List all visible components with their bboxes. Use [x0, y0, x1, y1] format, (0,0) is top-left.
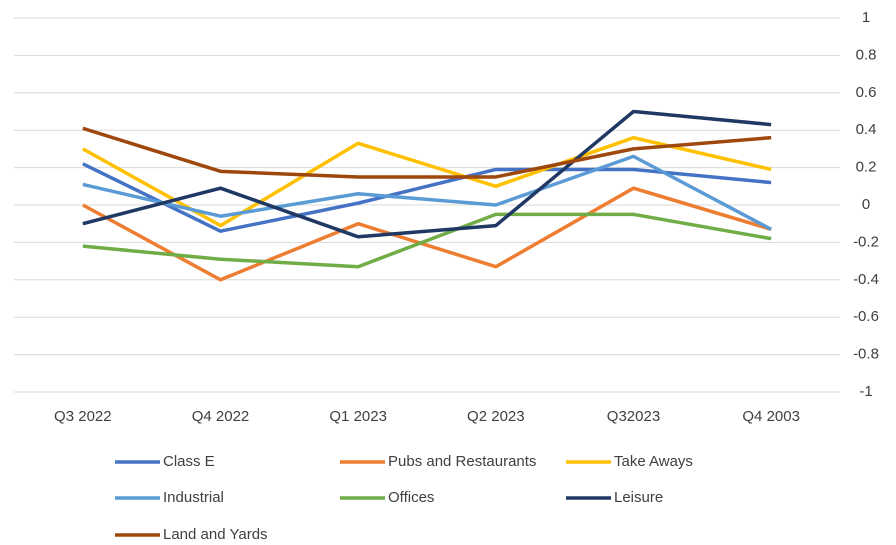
- legend-label: Take Aways: [614, 453, 693, 470]
- legend-label: Industrial: [163, 489, 224, 506]
- x-tick-label: Q3 2022: [54, 408, 112, 425]
- legend-label: Offices: [388, 489, 434, 506]
- y-tick-label: 1: [862, 9, 870, 26]
- series-line: [82, 212, 772, 269]
- legend-label: Land and Yards: [163, 526, 268, 543]
- x-tick-label: Q2 2023: [467, 408, 525, 425]
- series-line: [81, 135, 772, 228]
- legend-label: Class E: [163, 453, 215, 470]
- y-tick-label: -0.2: [853, 233, 879, 250]
- series-line: [82, 162, 772, 233]
- x-tick-label: Q32023: [607, 408, 660, 425]
- legend-label: Pubs and Restaurants: [388, 453, 536, 470]
- x-tick-label: Q1 2023: [329, 408, 387, 425]
- y-tick-label: 0.2: [856, 159, 877, 176]
- y-tick-label: 0.6: [856, 84, 877, 101]
- x-tick-label: Q4 2003: [742, 408, 800, 425]
- y-tick-label: -0.6: [853, 308, 879, 325]
- legend-label: Leisure: [614, 489, 663, 506]
- series-line: [82, 126, 772, 179]
- y-tick-label: 0.8: [856, 46, 877, 63]
- y-tick-label: 0: [862, 196, 870, 213]
- y-tick-label: -0.4: [853, 271, 879, 288]
- series-line: [82, 154, 772, 231]
- series-line: [82, 109, 772, 239]
- x-tick-label: Q4 2022: [192, 408, 250, 425]
- y-tick-label: -1: [859, 383, 872, 400]
- y-tick-label: -0.8: [853, 346, 879, 363]
- y-tick-label: 0.4: [856, 121, 877, 138]
- series-line: [81, 186, 772, 282]
